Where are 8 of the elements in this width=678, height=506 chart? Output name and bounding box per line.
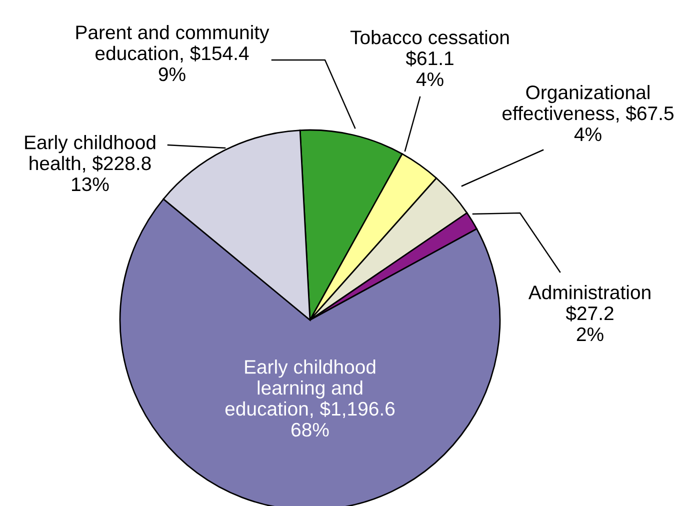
slice-label: Administration — [528, 284, 650, 300]
slice-label: Tobacco cessation — [350, 30, 509, 44]
data-label: $61.1 4% — [406, 50, 454, 86]
slice-label: Organizational effectiveness, $67.5 4% — [502, 84, 674, 142]
slice-label: Early childhood learning and education, $1,196.6 68% — [225, 360, 395, 437]
data-label: $27.2 2% — [566, 306, 614, 342]
slice-label: Parent and community education, $154.4 9% — [76, 24, 270, 82]
slice-label: Early childhood health, $228.8 13% — [25, 134, 156, 192]
